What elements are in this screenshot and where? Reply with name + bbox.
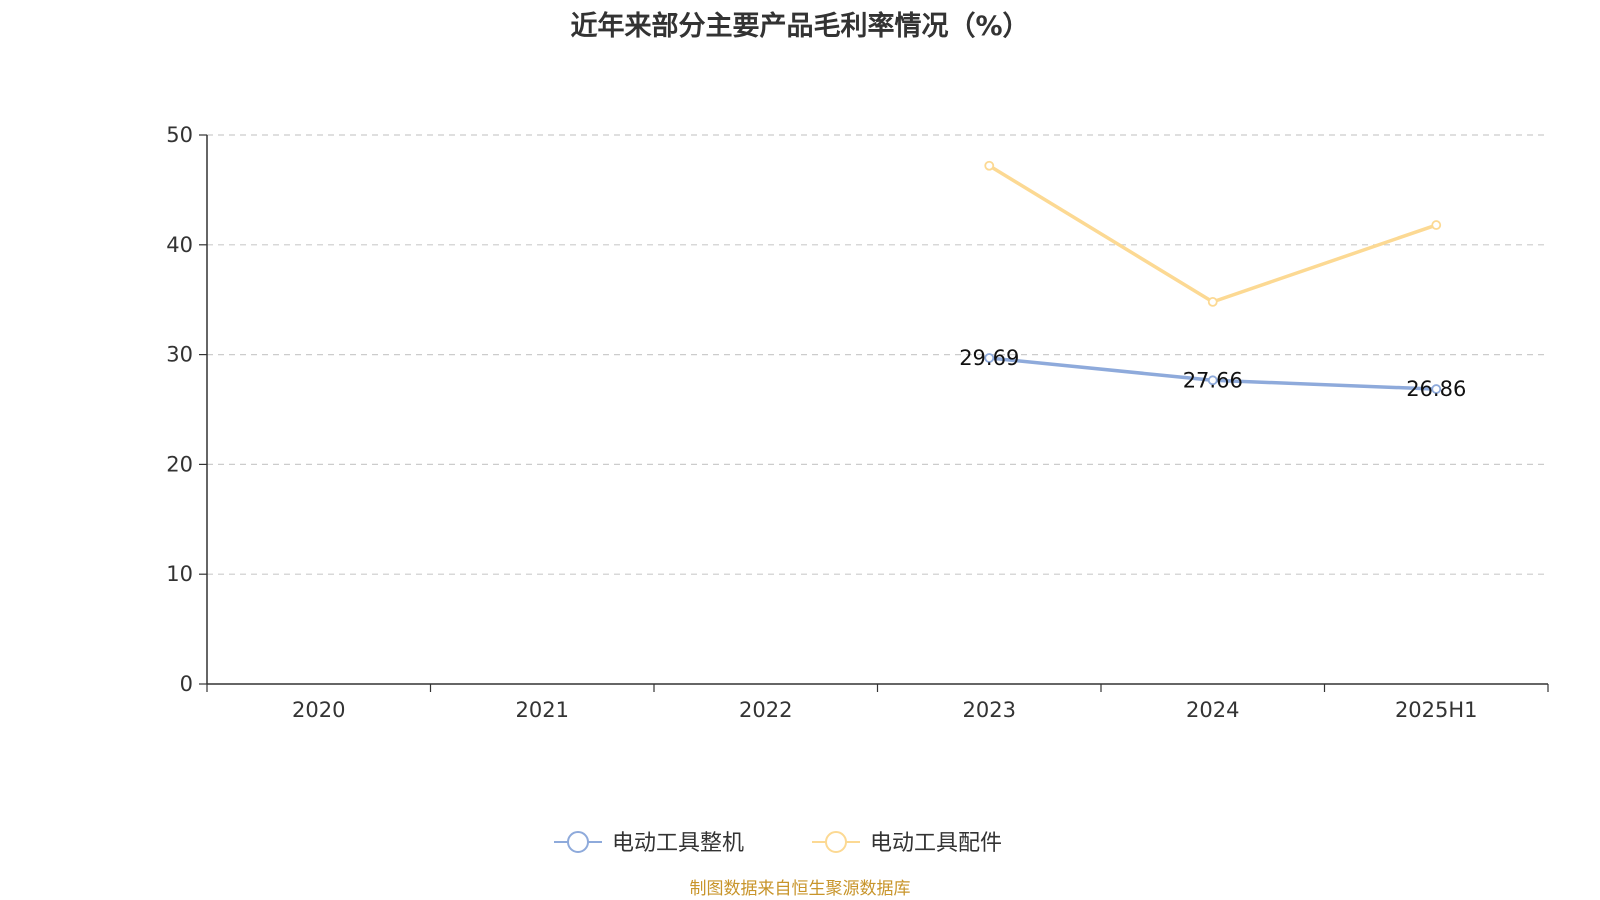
x-tick-label: 2021 xyxy=(516,698,569,722)
x-tick-label: 2020 xyxy=(292,698,345,722)
chart-title: 近年来部分主要产品毛利率情况（%） xyxy=(570,11,1030,42)
data-label: 27.66 xyxy=(1183,368,1243,392)
x-tick-label: 2025H1 xyxy=(1395,698,1478,722)
legend-label: 电动工具整机 xyxy=(612,831,744,856)
y-tick-label: 20 xyxy=(166,452,193,476)
x-tick-label: 2023 xyxy=(963,698,1016,722)
data-point xyxy=(984,160,995,171)
source-note: 制图数据来自恒生聚源数据库 xyxy=(689,879,911,899)
data-label: 26.86 xyxy=(1406,377,1466,401)
data-point xyxy=(1431,220,1442,230)
y-tick-label: 30 xyxy=(166,343,193,367)
data-point xyxy=(1207,296,1218,307)
series-line-2 xyxy=(988,164,1437,304)
legend-marker xyxy=(825,831,847,853)
data-point xyxy=(1431,384,1442,394)
y-tick-label: 50 xyxy=(166,123,193,147)
data-label: 29.69 xyxy=(959,346,1019,370)
legend-marker xyxy=(567,831,589,853)
y-tick-label: 10 xyxy=(166,562,193,586)
y-tick-label: 40 xyxy=(166,233,193,257)
x-tick-label: 2022 xyxy=(739,698,792,722)
y-tick-label: 0 xyxy=(180,672,193,696)
data-point xyxy=(984,353,995,363)
data-point xyxy=(1207,375,1218,386)
x-tick-label: 2024 xyxy=(1186,698,1239,722)
legend-label: 电动工具配件 xyxy=(870,831,1002,856)
